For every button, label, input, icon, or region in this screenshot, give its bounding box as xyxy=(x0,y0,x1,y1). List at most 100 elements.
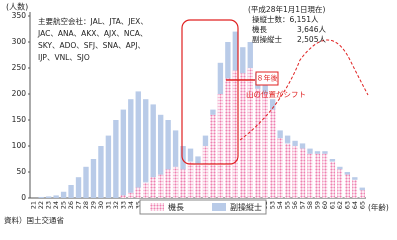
bar xyxy=(165,169,171,198)
bar xyxy=(120,109,127,196)
bar xyxy=(344,174,351,198)
x-axis-label: (年齢) xyxy=(368,202,389,212)
bar xyxy=(157,114,164,175)
bar xyxy=(314,151,321,154)
x-tick-label: 32 xyxy=(112,201,120,209)
x-tick-label: 21 xyxy=(30,201,38,209)
bar xyxy=(329,159,336,162)
bar xyxy=(292,140,298,146)
shift-box xyxy=(255,71,279,86)
x-tick-label: 64 xyxy=(351,201,359,209)
bar xyxy=(143,99,149,183)
bar xyxy=(135,91,141,188)
bar xyxy=(255,88,261,198)
bar xyxy=(337,166,343,170)
x-tick-label: 54 xyxy=(276,201,284,209)
legend-swatch xyxy=(150,203,164,211)
bar xyxy=(225,78,231,198)
bar xyxy=(157,174,164,198)
x-tick-label: 30 xyxy=(97,201,105,209)
bar xyxy=(180,169,186,198)
y-axis-label: (人数) xyxy=(6,2,28,12)
x-tick-label: 34 xyxy=(127,201,135,209)
bar xyxy=(359,190,365,198)
x-tick-label: 60 xyxy=(321,201,329,209)
bar xyxy=(322,151,328,154)
info-line: 機長 3,646人 xyxy=(252,24,326,34)
bar xyxy=(322,153,328,198)
bar xyxy=(143,182,149,198)
bar xyxy=(150,177,156,198)
bar xyxy=(344,172,351,175)
x-tick-label: 57 xyxy=(299,201,307,209)
bar xyxy=(105,135,112,198)
info-line: 副操縦士 2,505人 xyxy=(252,34,326,44)
info-line: 操縦士数：6,151人 xyxy=(252,14,319,24)
source: 資料）国土交通省 xyxy=(4,215,64,225)
x-tick-label: 59 xyxy=(313,201,321,209)
bar xyxy=(284,135,291,144)
bar xyxy=(299,148,306,198)
bar xyxy=(352,179,358,198)
bar xyxy=(329,161,336,198)
bar xyxy=(202,146,209,198)
airline-line: IJP、VNL、SJO xyxy=(38,53,90,62)
bar xyxy=(277,138,283,198)
legend-label: 機長 xyxy=(168,202,184,212)
airline-line: SKY、ADO、SFJ、SNA、APJ、 xyxy=(38,41,145,50)
airline-line: JAC、ANA、AKX、AJX、NCA、 xyxy=(37,29,147,38)
bar xyxy=(98,146,104,198)
bar xyxy=(150,104,156,178)
y-tick-label: 200 xyxy=(12,89,27,98)
bar xyxy=(314,153,321,198)
legend xyxy=(139,199,267,215)
bar xyxy=(217,94,224,198)
bar xyxy=(359,187,365,191)
x-tick-label: 23 xyxy=(45,201,53,209)
x-tick-label: 55 xyxy=(284,201,292,209)
bar xyxy=(262,94,268,198)
x-tick-label: 22 xyxy=(37,201,45,209)
y-tick-label: 350 xyxy=(12,11,27,20)
shift-note: 山の位置がシフト xyxy=(246,89,306,99)
y-tick-label: 300 xyxy=(12,37,27,46)
bar xyxy=(284,143,291,198)
bar xyxy=(60,191,67,198)
chart: (人数) 0 50 100 150 200 250 300 350 21 22 23 24 25 26 27… xyxy=(4,2,389,226)
bar xyxy=(307,153,313,198)
x-tick-label: 62 xyxy=(336,201,344,209)
bar xyxy=(187,148,194,162)
bar xyxy=(90,159,97,198)
legend-swatch xyxy=(212,203,226,211)
x-tick-label: 58 xyxy=(306,201,314,209)
y-tick-label: 250 xyxy=(12,63,27,72)
x-tick-label: 56 xyxy=(291,201,299,209)
bar xyxy=(172,166,179,198)
bar xyxy=(269,109,276,198)
bar xyxy=(247,68,253,198)
x-tick-label: 65 xyxy=(358,201,366,209)
x-tick-label: 27 xyxy=(75,201,83,209)
bar xyxy=(53,195,59,198)
bar xyxy=(128,99,134,193)
bar xyxy=(240,73,246,198)
bar xyxy=(307,148,313,154)
y-tick-label: 50 xyxy=(16,167,26,176)
bar xyxy=(45,196,52,198)
bar xyxy=(180,146,186,170)
bar xyxy=(75,177,82,198)
x-tick-label: 31 xyxy=(104,201,112,209)
bar xyxy=(83,166,89,198)
bar xyxy=(277,130,283,139)
x-tick-label: 61 xyxy=(328,201,336,209)
bar xyxy=(232,70,239,198)
bar xyxy=(195,156,201,165)
x-tick-label: 29 xyxy=(89,201,97,209)
info-line: (平成28年1月1日現在) xyxy=(248,4,326,14)
bar xyxy=(68,185,74,198)
bar xyxy=(337,169,343,198)
x-tick-label: 28 xyxy=(82,201,90,209)
bar xyxy=(210,109,216,115)
x-tick-label: 33 xyxy=(119,201,127,209)
x-tick-label: 26 xyxy=(67,201,75,209)
